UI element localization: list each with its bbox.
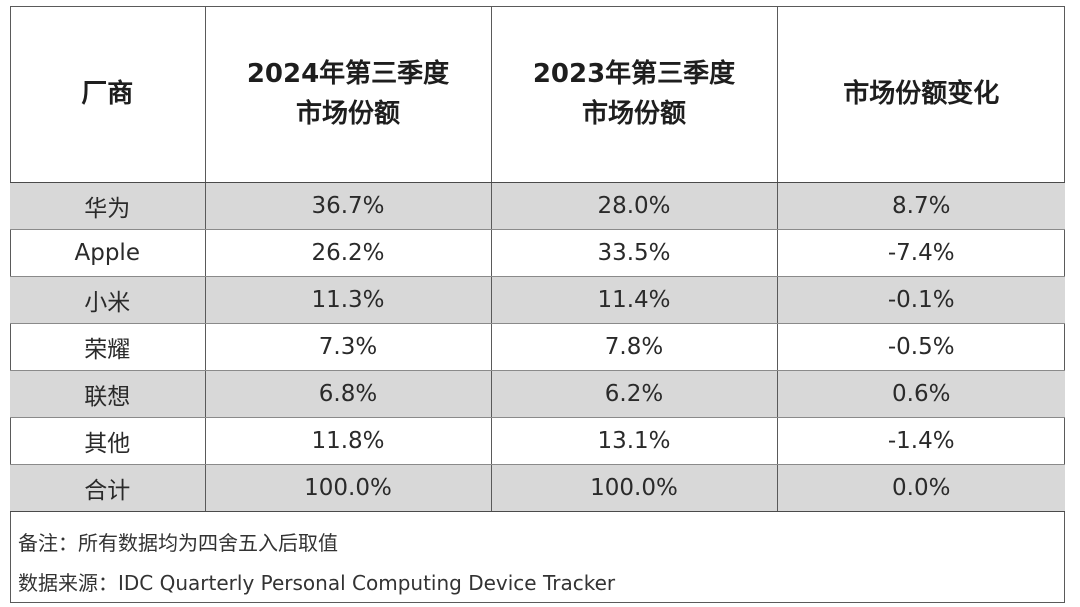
cell-q3-2023: 11.4% (490, 276, 778, 324)
header-share-change: 市场份额变化 (776, 6, 1065, 183)
cell-q3-2024: 100.0% (204, 464, 492, 512)
cell-vendor: 荣耀 (10, 323, 206, 371)
cell-change: 0.6% (776, 370, 1065, 418)
cell-q3-2024: 11.3% (204, 276, 492, 324)
cell-q3-2023: 28.0% (490, 182, 778, 230)
cell-q3-2024: 6.8% (204, 370, 492, 418)
cell-vendor: 小米 (10, 276, 206, 324)
cell-change: 8.7% (776, 182, 1065, 230)
table-row: Apple 26.2% 33.5% -7.4% (10, 229, 1065, 277)
table-row-total: 合计 100.0% 100.0% 0.0% (10, 464, 1065, 512)
rounding-note: 备注：所有数据均为四舍五入后取值 (18, 531, 338, 555)
cell-change: -7.4% (776, 229, 1065, 277)
cell-vendor: 其他 (10, 417, 206, 465)
cell-vendor: 联想 (10, 370, 206, 418)
cell-q3-2024: 7.3% (204, 323, 492, 371)
header-share-q3-2024: 2024年第三季度 市场份额 (204, 6, 492, 183)
cell-q3-2024: 36.7% (204, 182, 492, 230)
data-source-note: 数据来源：IDC Quarterly Personal Computing De… (18, 571, 616, 595)
cell-q3-2023: 7.8% (490, 323, 778, 371)
cell-change: -0.5% (776, 323, 1065, 371)
cell-q3-2023: 6.2% (490, 370, 778, 418)
market-share-table: 厂商 2024年第三季度 市场份额 2023年第三季度 市场份额 市场份额变化 华为… (10, 6, 1065, 512)
cell-change: -0.1% (776, 276, 1065, 324)
cell-vendor: 华为 (10, 182, 206, 230)
cell-q3-2024: 26.2% (204, 229, 492, 277)
table-row: 华为 36.7% 28.0% 8.7% (10, 182, 1065, 230)
table-row: 联想 6.8% 6.2% 0.6% (10, 370, 1065, 418)
header-share-q3-2023: 2023年第三季度 市场份额 (490, 6, 778, 183)
cell-q3-2023: 13.1% (490, 417, 778, 465)
cell-change: -1.4% (776, 417, 1065, 465)
cell-q3-2023: 33.5% (490, 229, 778, 277)
cell-q3-2023: 100.0% (490, 464, 778, 512)
header-vendor: 厂商 (10, 6, 206, 183)
cell-vendor: 合计 (10, 464, 206, 512)
table-header-row: 厂商 2024年第三季度 市场份额 2023年第三季度 市场份额 市场份额变化 (10, 6, 1065, 183)
cell-vendor: Apple (10, 229, 206, 277)
table-row: 荣耀 7.3% 7.8% -0.5% (10, 323, 1065, 371)
table-row: 其他 11.8% 13.1% -1.4% (10, 417, 1065, 465)
cell-q3-2024: 11.8% (204, 417, 492, 465)
cell-change: 0.0% (776, 464, 1065, 512)
table-row: 小米 11.3% 11.4% -0.1% (10, 276, 1065, 324)
